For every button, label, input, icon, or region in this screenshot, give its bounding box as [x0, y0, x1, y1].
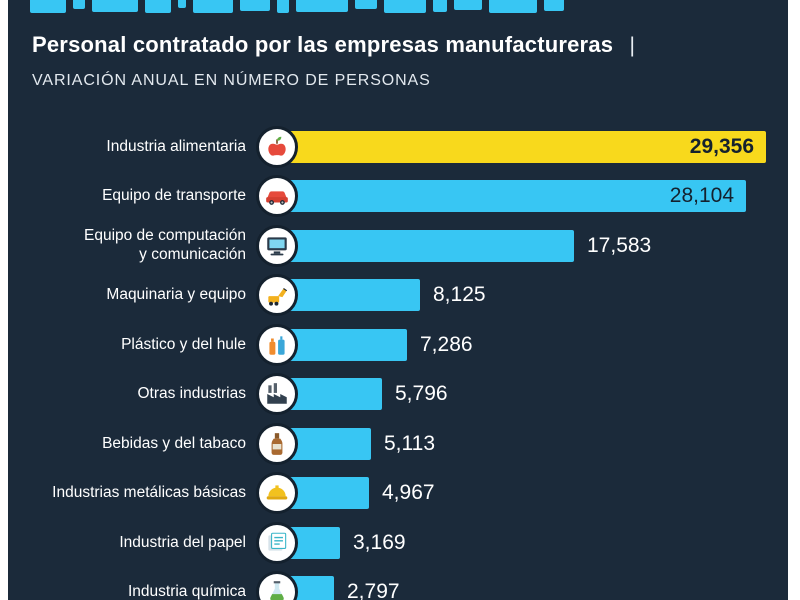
bar-value: 5,796: [395, 382, 448, 406]
cropped-headline-fragment: [178, 0, 186, 8]
category-label: Industrias metálicas básicas: [52, 484, 246, 502]
category-label: Equipo de computación y comunicación: [83, 227, 246, 263]
car-icon: [256, 175, 298, 218]
cropped-headline-fragment: [355, 0, 377, 9]
bar-row: Industria del papel 3,169: [24, 518, 778, 568]
bar-value: 28,104: [669, 184, 734, 208]
cropped-headline-fragment: [544, 0, 564, 11]
chart-title-text: Personal contratado por las empresas man…: [32, 32, 614, 57]
bar-area: 28,104: [256, 174, 778, 218]
title-separator: |: [629, 34, 636, 57]
bar-row: Industria alimentaria 29,356: [24, 122, 778, 172]
cropped-headline-fragment: [433, 0, 447, 12]
category-label: Equipo de transporte: [102, 187, 246, 205]
machinery-icon: [256, 274, 298, 317]
food-icon: [256, 125, 298, 168]
bar-value: 7,286: [420, 332, 473, 356]
bar-row: Equipo de computación y comunicación 17,5…: [24, 221, 778, 271]
cropped-headline-fragment: [240, 0, 270, 11]
cropped-headline-fragment: [489, 0, 537, 13]
chart-subtitle: VARIACIÓN ANUAL EN NÚMERO DE PERSONAS: [32, 72, 431, 89]
bar-area: 3,169: [256, 521, 778, 565]
cropped-headline-fragment: [454, 0, 482, 10]
bar-area: 5,113: [256, 422, 778, 466]
bar-area: 2,797: [256, 570, 778, 600]
paper-icon: [256, 521, 298, 564]
cropped-headline-fragment: [277, 0, 289, 13]
chemical-icon: [256, 571, 298, 600]
bar-row: Plástico y del hule 7,286: [24, 320, 778, 370]
cropped-headline: [30, 0, 670, 14]
bottle-icon: [256, 422, 298, 465]
bar-area: 5,796: [256, 372, 778, 416]
bar-value: 29,356: [689, 134, 754, 158]
plastic-icon: [256, 323, 298, 366]
bar-value: 4,967: [382, 481, 435, 505]
bar: 28,104: [274, 180, 746, 213]
category-label: Industria alimentaria: [106, 137, 246, 155]
category-label: Bebidas y del tabaco: [102, 434, 246, 452]
bar-row: Otras industrias 5,796: [24, 370, 778, 420]
bar-row: Equipo de transporte 28,104: [24, 172, 778, 222]
category-label: Maquinaria y equipo: [106, 286, 246, 304]
bar-value: 2,797: [347, 580, 400, 600]
chart-title: Personal contratado por las empresas man…: [32, 32, 635, 58]
bar: [274, 229, 574, 262]
bar-value: 17,583: [587, 233, 652, 257]
bar-row: Industrias metálicas básicas 4,967: [24, 469, 778, 519]
bar: 29,356: [274, 130, 766, 163]
chart-panel: Personal contratado por las empresas man…: [8, 0, 788, 600]
cropped-headline-fragment: [92, 0, 138, 12]
bar-value: 3,169: [353, 530, 406, 554]
bar-area: 4,967: [256, 471, 778, 515]
category-label: Industria del papel: [119, 533, 246, 551]
bar-chart: Industria alimentaria 29,356 Equipo de tra…: [24, 122, 778, 600]
cropped-headline-fragment: [193, 0, 233, 13]
cropped-headline-fragment: [384, 0, 426, 13]
bar-area: 8,125: [256, 273, 778, 317]
category-label: Plástico y del hule: [121, 335, 246, 353]
bar-value: 5,113: [384, 431, 435, 455]
bar-value: 8,125: [433, 283, 486, 307]
bar-row: Industria química 2,797: [24, 568, 778, 600]
cropped-headline-fragment: [73, 0, 85, 9]
bar-row: Maquinaria y equipo 8,125: [24, 271, 778, 321]
cropped-headline-fragment: [296, 0, 348, 12]
helmet-icon: [256, 472, 298, 515]
bar-area: 17,583: [256, 224, 778, 268]
category-label: Industria química: [127, 583, 246, 600]
category-label: Otras industrias: [137, 385, 246, 403]
bar: [274, 279, 420, 312]
computer-icon: [256, 224, 298, 267]
bar-row: Bebidas y del tabaco 5,113: [24, 419, 778, 469]
factory-icon: [256, 373, 298, 416]
bar-area: 29,356: [256, 125, 778, 169]
cropped-headline-fragment: [30, 0, 66, 13]
bar-area: 7,286: [256, 323, 778, 367]
cropped-headline-fragment: [145, 0, 171, 13]
